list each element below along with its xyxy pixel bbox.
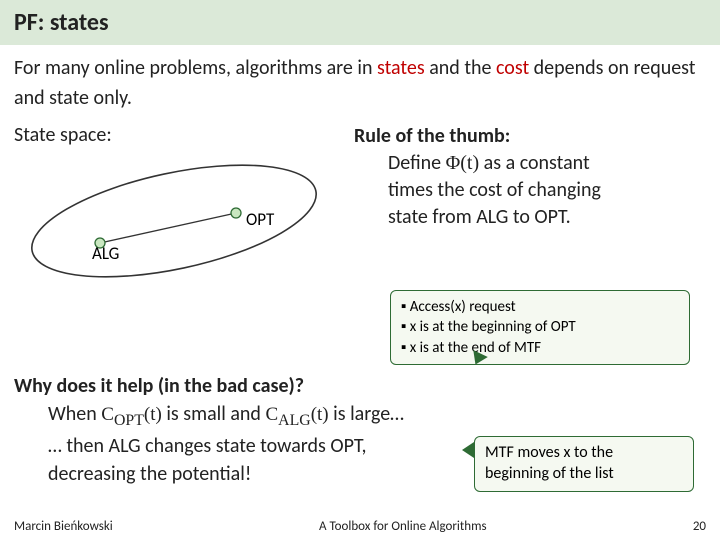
footer: Marcin Bieńkowski A Toolbox for Online A… [0, 519, 720, 534]
when-mid: is small and [162, 402, 266, 426]
bullet-1: Access(x) request [401, 297, 679, 317]
mtf-callout-box: MTF moves x to the beginning of the list [474, 436, 694, 492]
ellipse-svg [14, 159, 344, 289]
slide-title: PF: states [0, 0, 720, 45]
then-1: … then ALG changes state towards OPT, [48, 432, 404, 460]
intro-states: states [377, 56, 425, 80]
intro-mid: and the [425, 56, 496, 80]
state-space-diagram: State space: ALG OPT [14, 123, 354, 283]
intro-text: For many online problems, algorithms are… [14, 53, 706, 113]
footer-page-number: 20 [693, 519, 706, 534]
why-heading: Why does it help (in the bad case)? [14, 372, 404, 400]
rule-l3: state from ALG to OPT. [388, 204, 706, 231]
rule-heading: Rule of the thumb: [354, 123, 706, 150]
mtf-l1: MTF moves x to the [485, 443, 683, 464]
opt-label: OPT [246, 209, 274, 230]
copt-formula: COPT(t) [101, 404, 162, 425]
then-2: decreasing the potential! [48, 460, 404, 488]
state-space-label: State space: [14, 123, 354, 147]
when-pre: When [48, 402, 101, 426]
rule-l2: times the cost of changing [388, 177, 706, 204]
calg-formula: CALG(t) [265, 404, 328, 425]
footer-author: Marcin Bieńkowski [14, 519, 113, 534]
bullet-2: x is at the beginning of OPT [401, 317, 679, 337]
mtf-l2: beginning of the list [485, 464, 683, 485]
bullet-callout-box: Access(x) request x is at the beginning … [390, 290, 690, 365]
phi-symbol: Φ(t) [446, 152, 480, 174]
alg-label: ALG [92, 243, 119, 264]
intro-cost: cost [496, 56, 529, 80]
mtf-callout-tail-icon [462, 442, 474, 458]
rule-of-thumb: Rule of the thumb: Define Φ(t) as a cons… [354, 123, 706, 283]
footer-title: A Toolbox for Online Algorithms [319, 519, 487, 534]
rule-l1-post: as a constant [479, 151, 590, 175]
intro-pre: For many online problems, algorithms are… [14, 56, 377, 80]
when-post: is large… [329, 402, 404, 426]
bullet-3: x is at the end of MTF [401, 338, 679, 358]
rule-l1-pre: Define [388, 151, 446, 175]
why-block: Why does it help (in the bad case)? When… [14, 372, 404, 488]
